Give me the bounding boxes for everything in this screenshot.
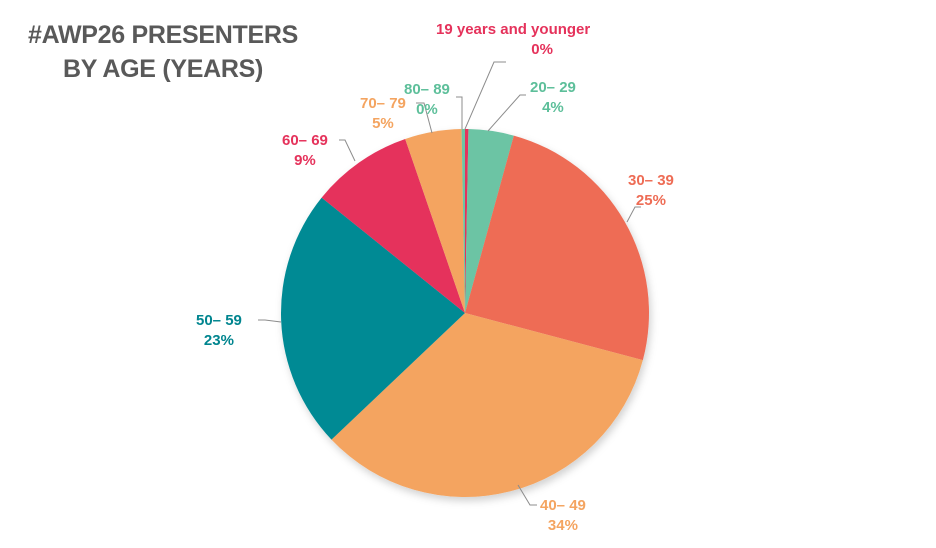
label-60-69-category: 60– 69: [282, 132, 328, 149]
label-50-59: 50– 59 23%: [196, 311, 242, 351]
label-40-49-percent: 34%: [547, 517, 578, 534]
label-80-89-category: 80– 89: [404, 81, 450, 98]
pie-slice-50-59: [281, 197, 465, 440]
label-70-79-category: 70– 79: [360, 95, 406, 112]
label-70-79-percent: 5%: [372, 115, 394, 132]
pie-slice-20-29: [465, 129, 514, 313]
label-19-and-younger-percent: 0%: [531, 41, 553, 58]
leader-line-60-69: [339, 139, 356, 162]
leader-line-80-89: [456, 96, 463, 129]
label-60-69-percent: 9%: [294, 152, 316, 169]
pie-slice-80-89: [461, 129, 465, 313]
label-50-59-percent: 23%: [203, 332, 234, 349]
pie-slice-70-79: [405, 129, 465, 313]
label-20-29: 20– 29 4%: [530, 78, 576, 118]
pie-slices: [281, 129, 649, 497]
label-30-39-category: 30– 39: [628, 172, 674, 189]
chart-title-line-2: BY AGE (YEARS): [63, 55, 263, 83]
label-80-89-percent: 0%: [416, 101, 438, 118]
label-30-39: 30– 39 25%: [628, 171, 674, 211]
pie-slice-60-69: [321, 138, 465, 313]
label-70-79: 70– 79 5%: [360, 94, 406, 134]
label-20-29-category: 20– 29: [530, 79, 576, 96]
leader-line-40-49: [517, 484, 537, 506]
leader-line-70-79: [416, 102, 433, 134]
leader-line-20-29: [487, 94, 526, 132]
leader-line-30-39: [626, 206, 641, 223]
leader-line-19-under: [464, 61, 506, 130]
chart-title-line-1: #AWP26 PRESENTERS: [28, 21, 298, 49]
label-30-39-percent: 25%: [635, 192, 666, 209]
pie-slice-40-49: [331, 313, 643, 497]
label-19-and-younger: 19 years and younger 0%: [436, 20, 590, 60]
label-20-29-percent: 4%: [542, 99, 564, 116]
leader-lines: [258, 61, 641, 506]
pie-slice-30-39: [465, 135, 649, 361]
label-50-59-category: 50– 59: [196, 312, 242, 329]
leader-line-50-59: [258, 319, 282, 323]
label-80-89: 80– 89 0%: [404, 80, 450, 120]
label-19-and-younger-category: 19 years and younger: [436, 21, 591, 38]
chart-title: #AWP26 PRESENTERS BY AGE (YEARS): [18, 18, 308, 86]
label-40-49-category: 40– 49: [540, 497, 586, 514]
pie-slice-19-years-and-younger: [465, 129, 469, 313]
label-60-69: 60– 69 9%: [282, 131, 328, 171]
label-40-49: 40– 49 34%: [540, 496, 586, 536]
